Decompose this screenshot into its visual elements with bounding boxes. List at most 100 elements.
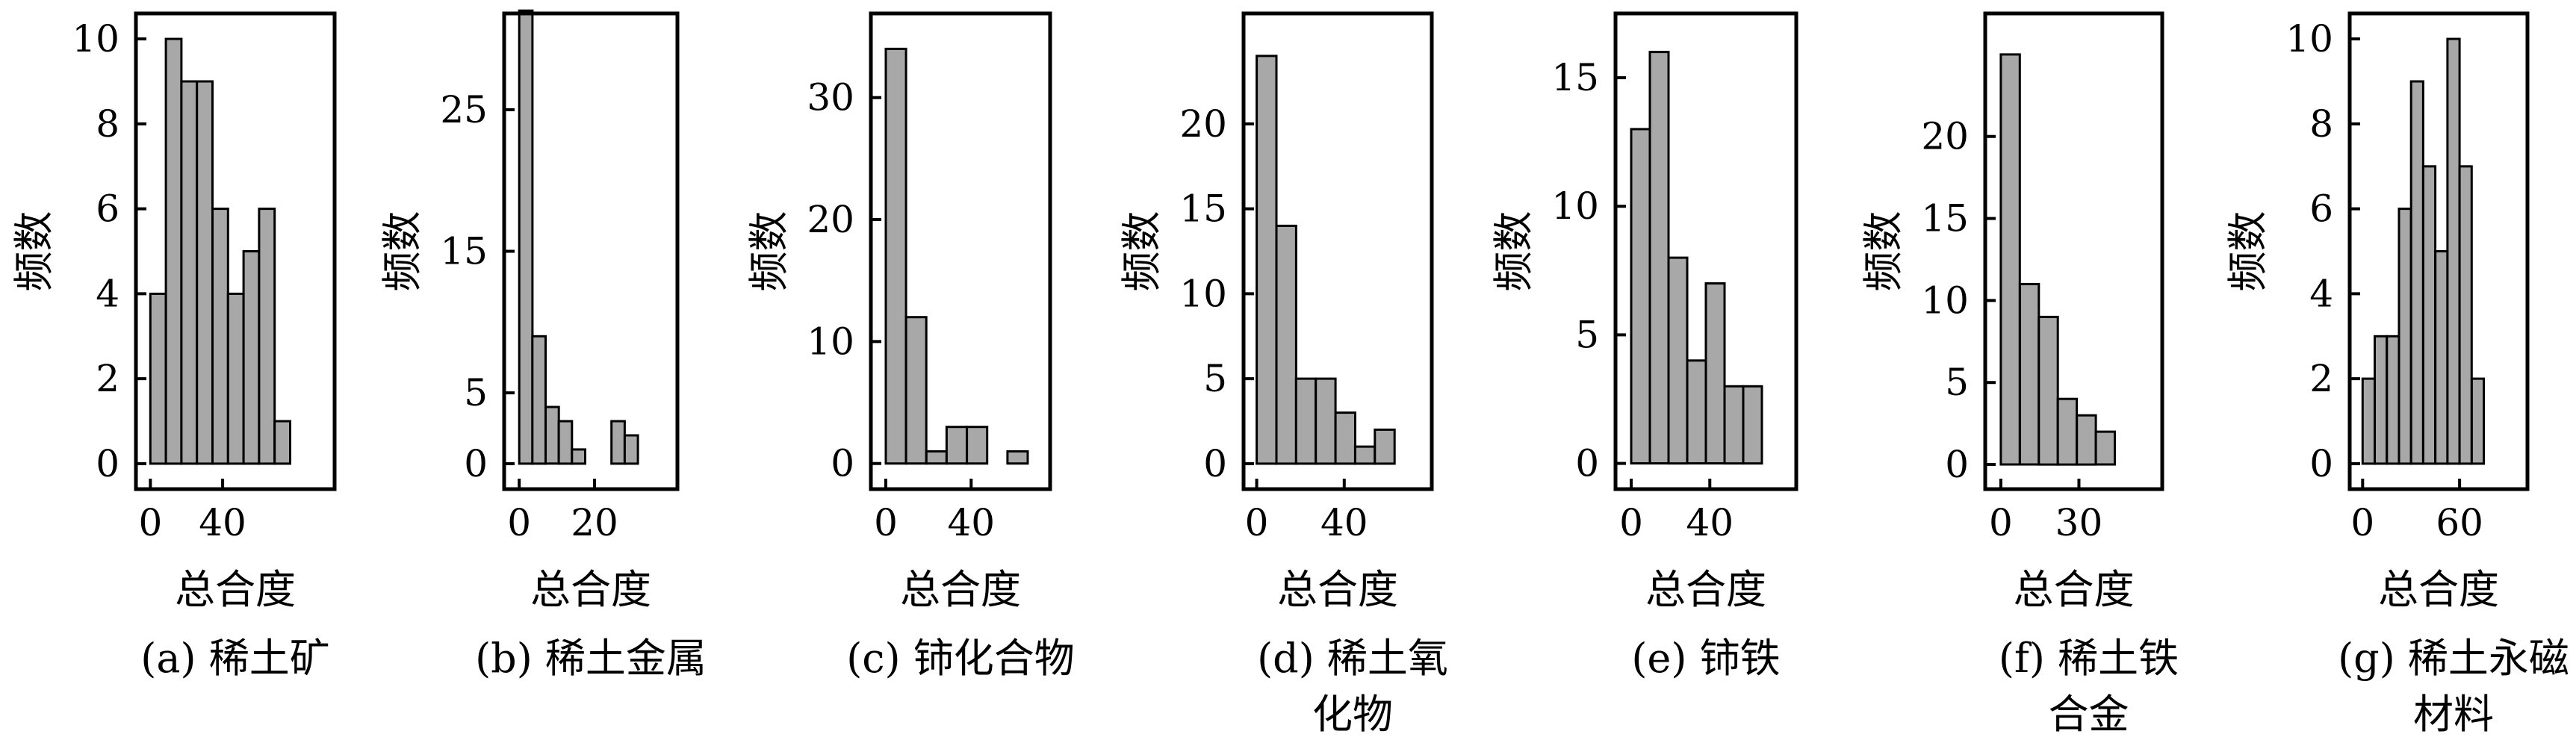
bar [966,426,989,465]
x-tick-label: 40 [1686,501,1734,544]
plot-frame [1983,11,2164,491]
bar [1723,385,1745,465]
bar [226,292,245,465]
subfigure-caption-line2: 化物 [1312,691,1393,738]
bar [1648,51,1670,465]
bar [557,420,574,465]
bar [273,420,292,465]
bar [242,250,261,465]
x-tick-label: 0 [507,501,531,544]
x-axis-label: 总合度 [1277,566,1398,613]
y-tick-label: 0 [96,442,120,485]
x-tick-label: 0 [874,501,898,544]
bar [544,405,560,465]
x-tick-label: 30 [2055,501,2103,544]
bar [1999,53,2021,466]
y-axis-label: 频数 [1118,211,1165,292]
y-tick-label: 5 [1575,313,1599,356]
bar [1630,128,1651,464]
plot-frame [1613,11,1798,491]
bar [1686,359,1707,464]
bar [1742,385,1763,465]
y-tick-label: 10 [1179,272,1227,315]
y-tick-label: 0 [1575,442,1599,485]
y-tick-label: 4 [96,272,120,315]
bar [610,420,626,465]
bar [2470,377,2486,465]
y-axis-label: 频数 [2224,211,2271,292]
y-tick-label: 10 [2285,17,2333,60]
bar [258,208,276,465]
bar [2458,165,2473,465]
x-tick-label: 40 [1320,501,1368,544]
subfigure-caption: (a) 稀土矿 [140,635,330,682]
y-axis-label: 频数 [1490,211,1537,292]
plot-frame [869,11,1052,491]
bar [1256,55,1278,465]
bar [945,426,969,465]
x-tick-label: 40 [947,501,995,544]
bar [2434,250,2449,465]
x-tick-label: 0 [138,501,162,544]
x-axis-label: 总合度 [175,566,296,613]
y-tick-label: 0 [464,442,488,485]
subfigure-caption: (e) 铈铁 [1631,635,1780,682]
bar [149,292,167,465]
bar [1667,256,1689,465]
y-tick-label: 10 [807,320,854,363]
histogram-panel-2: 0 5 15 25 0 20 总合度 频数 (b) 稀土金属 [379,9,707,682]
subfigure-caption: (b) 稀土金属 [475,635,707,682]
bar [1353,445,1377,465]
bar [623,434,639,465]
bar [2361,377,2377,465]
y-tick-label: 0 [1945,443,1969,486]
histogram-panel-5: 0 5 10 15 0 40 总合度 频数 (e) 铈铁 [1490,11,1798,682]
bar [211,208,229,465]
bar [164,37,183,465]
histogram-panel-3: 0 10 20 30 0 40 总合度 频数 (c) 铈化合物 [745,11,1075,682]
x-tick-label: 60 [2436,501,2483,544]
y-tick-label: 2 [96,357,120,400]
bar [2094,430,2117,466]
bar [2446,37,2461,465]
y-axis-label: 频数 [10,211,58,292]
y-tick-label: 0 [2309,442,2333,485]
y-tick-label: 15 [1921,197,1969,240]
bar [1006,450,1029,465]
bar [1275,224,1297,465]
y-tick-label: 0 [1203,442,1227,485]
x-tick-label: 0 [1245,501,1269,544]
y-axis-label: 频数 [1860,211,1907,292]
x-tick-label: 20 [571,501,618,544]
x-axis-label: 总合度 [2378,566,2499,613]
bar [2386,335,2400,465]
y-tick-label: 6 [96,187,120,231]
subfigure-caption: (f) 稀土铁 [1999,635,2179,682]
x-tick-label: 0 [1989,501,2013,544]
y-tick-label: 15 [1551,56,1599,99]
bar [1334,411,1356,465]
bar [884,47,907,465]
bar [2374,335,2389,465]
bar [2421,165,2437,465]
subfigure-caption: (g) 稀土永磁 [2338,635,2569,682]
subfigure-caption: (d) 稀土氧 [1257,635,1448,682]
plot-frame [2347,11,2530,491]
bar [2397,208,2412,465]
y-axis-label: 频数 [745,211,792,292]
y-tick-label: 5 [1203,357,1227,400]
y-tick-label: 20 [807,198,854,241]
y-tick-label: 4 [2309,272,2333,315]
y-tick-label: 20 [1179,102,1227,146]
bar [1374,428,1396,465]
x-tick-label: 0 [2350,501,2374,544]
bar [1294,377,1318,465]
bar [518,9,534,465]
bar [1315,377,1337,465]
bar [2018,282,2040,466]
x-axis-label: 总合度 [900,566,1021,613]
plot-frame [1241,11,1434,491]
x-tick-label: 0 [1619,501,1643,544]
